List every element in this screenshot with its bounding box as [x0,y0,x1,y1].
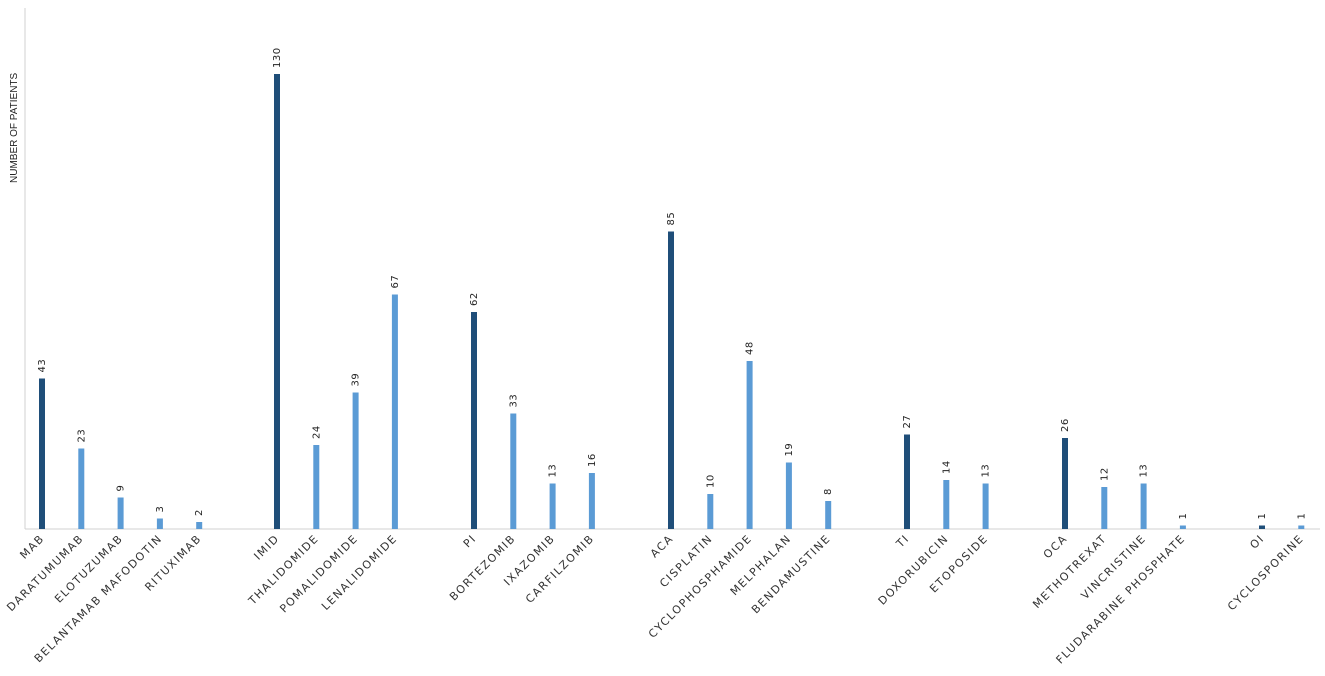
x-tick-label-ti: TI [893,532,912,551]
bar-rituximab [196,522,203,529]
data-label-pomalidomide: 39 [351,373,362,387]
data-label-carfilzomib: 16 [587,453,598,467]
data-label-melphalan: 19 [784,443,795,457]
bar-imid [274,74,280,529]
x-tick-label-aca: ACA [648,532,676,560]
x-tick-label-oca: OCA [1041,532,1070,561]
bar-bendamustine [825,501,832,529]
bar-doxorubicin [943,480,950,529]
x-tick-label-cyclosporine: CYCLOSPORINE [1225,532,1306,613]
bar-fludarabine-phosphate [1179,525,1186,529]
data-label-belantamab-mafodotin: 3 [155,506,166,513]
x-tick-label-methotrexat: METHOTREXAT [1030,532,1109,611]
bar-etoposide [982,483,989,529]
data-label-pi: 62 [469,292,480,306]
data-label-ixazomib: 13 [548,464,559,478]
bar-daratumumab [78,448,85,529]
bar-mab [39,378,45,529]
x-tick-label-doxorubicin: DOXORUBICIN [876,532,952,608]
bar-cyclophosphamide [746,361,753,529]
x-tick-label-lenalidomide: LENALIDOMIDE [319,532,400,613]
data-label-bortezomib: 33 [508,394,519,408]
data-label-etoposide: 13 [981,464,992,478]
data-label-thalidomide: 24 [311,425,322,439]
data-label-vincristine: 13 [1139,464,1150,478]
x-tick-label-bortezomib: BORTEZOMIB [447,532,518,603]
bar-aca [668,231,674,529]
bar-oi [1259,525,1265,529]
x-tick-label-carfilzomib: CARFILZOMIB [523,532,597,606]
bar-carfilzomib [588,473,595,529]
bar-lenalidomide [391,294,398,529]
y-axis-title: NUMBER OF PATIENTS [9,72,20,183]
bar-ixazomib [549,483,556,529]
bar-pi [471,312,477,529]
data-label-elotuzumab: 9 [116,485,127,492]
data-label-imid: 130 [272,47,283,68]
data-label-lenalidomide: 67 [390,275,401,289]
x-tick-label-imid: IMID [251,532,282,563]
bar-ti [904,434,910,529]
data-label-cyclophosphamide: 48 [745,341,756,355]
data-label-aca: 85 [666,212,677,226]
bars-layer: 43MAB23DARATUMUMAB9ELOTUZUMAB3BELANTAMAB… [4,47,1307,666]
data-label-cisplatin: 10 [705,474,716,488]
x-tick-label-bendamustine: BENDAMUSTINE [749,532,833,616]
bar-pomalidomide [352,392,359,529]
bar-oca [1062,438,1068,529]
data-label-ti: 27 [902,415,913,429]
data-label-daratumumab: 23 [76,429,87,443]
bar-thalidomide [313,445,320,529]
data-label-cyclosporine: 1 [1296,513,1307,520]
data-label-oca: 26 [1060,418,1071,432]
bar-methotrexat [1101,487,1108,529]
data-label-fludarabine-phosphate: 1 [1178,513,1189,520]
x-tick-label-mab: MAB [17,532,47,562]
bar-elotuzumab [117,497,124,529]
data-label-mab: 43 [37,359,48,373]
bar-cyclosporine [1298,525,1305,529]
x-tick-label-pi: PI [461,532,479,550]
data-label-doxorubicin: 14 [941,460,952,474]
bar-vincristine [1140,483,1147,529]
x-tick-label-oi: OI [1247,532,1267,552]
data-label-oi: 1 [1257,513,1268,520]
data-label-methotrexat: 12 [1099,467,1110,481]
bar-cisplatin [707,494,714,529]
x-tick-label-elotuzumab: ELOTUZUMAB [52,532,126,606]
data-label-rituximab: 2 [194,509,205,516]
data-label-bendamustine: 8 [823,488,834,495]
bar-bortezomib [510,413,517,529]
x-tick-label-thalidomide: THALIDOMIDE [245,532,321,608]
bar-belantamab-mafodotin [156,518,163,529]
bar-melphalan [785,462,792,529]
